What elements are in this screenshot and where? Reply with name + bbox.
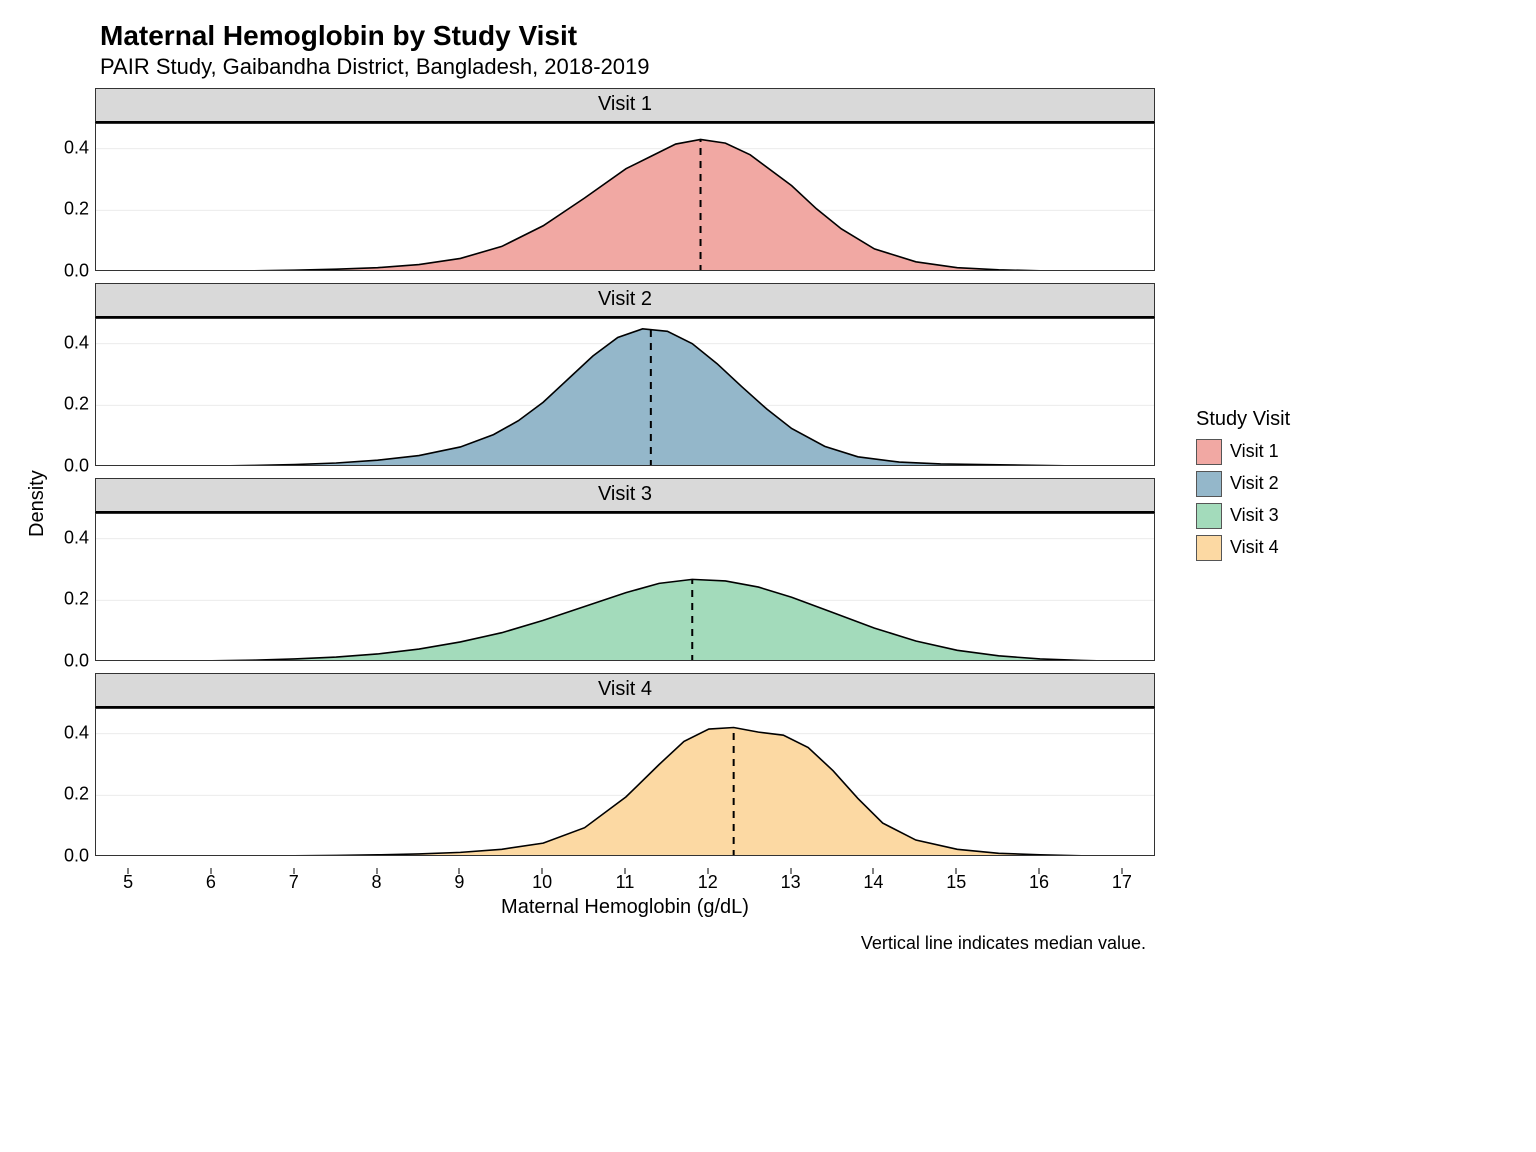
y-axis-title: Density bbox=[20, 88, 49, 919]
x-tick-label: 9 bbox=[454, 872, 464, 893]
facet: Visit 20.00.20.4 bbox=[49, 283, 1155, 466]
legend-label: Visit 2 bbox=[1230, 473, 1279, 494]
facet-strip: Visit 2 bbox=[95, 283, 1155, 318]
y-tick-label: 0.4 bbox=[64, 527, 89, 548]
plot-area: Density Visit 1 0.0 0.2 0.4 Visit 2 0.0 0.2 0.4… bbox=[20, 88, 1166, 919]
x-tick-label: 13 bbox=[781, 872, 801, 893]
chart-container: Maternal Hemoglobin by Study Visit PAIR … bbox=[20, 20, 1516, 954]
main-column: Maternal Hemoglobin by Study Visit PAIR … bbox=[20, 20, 1166, 954]
legend-label: Visit 4 bbox=[1230, 537, 1279, 558]
legend-item: Visit 3 bbox=[1196, 503, 1290, 529]
density-panel bbox=[95, 318, 1155, 466]
legend-swatch bbox=[1196, 503, 1222, 529]
x-tick-label: 16 bbox=[1029, 872, 1049, 893]
facet: Visit 10.00.20.4 bbox=[49, 88, 1155, 271]
facet-strip: Visit 4 bbox=[95, 673, 1155, 708]
y-tick-label: 0.2 bbox=[64, 589, 89, 610]
title-block: Maternal Hemoglobin by Study Visit PAIR … bbox=[100, 20, 1166, 80]
chart-title: Maternal Hemoglobin by Study Visit bbox=[100, 20, 1166, 52]
y-tick-label: 0.0 bbox=[64, 651, 89, 672]
y-tick-label: 0.0 bbox=[64, 456, 89, 477]
density-panel bbox=[95, 708, 1155, 856]
density-panel bbox=[95, 513, 1155, 661]
x-tick-label: 15 bbox=[946, 872, 966, 893]
legend-item: Visit 1 bbox=[1196, 439, 1290, 465]
legend-label: Visit 3 bbox=[1230, 505, 1279, 526]
legend-title: Study Visit bbox=[1196, 408, 1290, 431]
x-tick-label: 14 bbox=[863, 872, 883, 893]
x-tick-label: 7 bbox=[289, 872, 299, 893]
facet-strip: Visit 3 bbox=[95, 478, 1155, 513]
y-ticks: 0.00.20.4 bbox=[49, 318, 95, 466]
x-tick-label: 6 bbox=[206, 872, 216, 893]
y-tick-label: 0.4 bbox=[64, 137, 89, 158]
x-axis: 5 6 7 8 9 10 11 12 13 14 15 16 17 Maternal Hemoglobin… bbox=[95, 868, 1155, 919]
x-ticks: 5 6 7 8 9 10 11 12 13 14 15 16 17 bbox=[95, 868, 1155, 894]
y-ticks: 0.00.20.4 bbox=[49, 708, 95, 856]
legend-swatch bbox=[1196, 535, 1222, 561]
legend-label: Visit 1 bbox=[1230, 441, 1279, 462]
x-tick-label: 10 bbox=[532, 872, 552, 893]
legend-swatch bbox=[1196, 471, 1222, 497]
x-tick-label: 5 bbox=[123, 872, 133, 893]
facet-strip: Visit 1 bbox=[95, 88, 1155, 123]
y-tick-label: 0.4 bbox=[64, 722, 89, 743]
chart-caption: Vertical line indicates median value. bbox=[40, 933, 1166, 954]
y-tick-label: 0.4 bbox=[64, 332, 89, 353]
x-tick-label: 17 bbox=[1112, 872, 1132, 893]
y-tick-label: 0.0 bbox=[64, 846, 89, 867]
x-tick-label: 11 bbox=[616, 872, 635, 893]
x-tick-label: 12 bbox=[698, 872, 718, 893]
legend-item: Visit 4 bbox=[1196, 535, 1290, 561]
legend: Study Visit Visit 1 Visit 2 Visit 3 Visit 4 bbox=[1196, 408, 1290, 567]
y-ticks: 0.00.20.4 bbox=[49, 513, 95, 661]
x-tick-label: 8 bbox=[372, 872, 382, 893]
facet: Visit 30.00.20.4 bbox=[49, 478, 1155, 661]
y-tick-label: 0.0 bbox=[64, 261, 89, 282]
y-tick-label: 0.2 bbox=[64, 199, 89, 220]
y-ticks: 0.00.20.4 bbox=[49, 123, 95, 271]
density-panel bbox=[95, 123, 1155, 271]
facet: Visit 40.00.20.4 bbox=[49, 673, 1155, 856]
x-axis-title: Maternal Hemoglobin (g/dL) bbox=[501, 896, 749, 919]
y-tick-label: 0.2 bbox=[64, 784, 89, 805]
legend-swatch bbox=[1196, 439, 1222, 465]
chart-subtitle: PAIR Study, Gaibandha District, Banglade… bbox=[100, 54, 1166, 80]
facets: Visit 1 0.0 0.2 0.4 Visit 2 0.0 0.2 0.4 Visit 3 0… bbox=[49, 88, 1155, 919]
legend-item: Visit 2 bbox=[1196, 471, 1290, 497]
y-tick-label: 0.2 bbox=[64, 394, 89, 415]
